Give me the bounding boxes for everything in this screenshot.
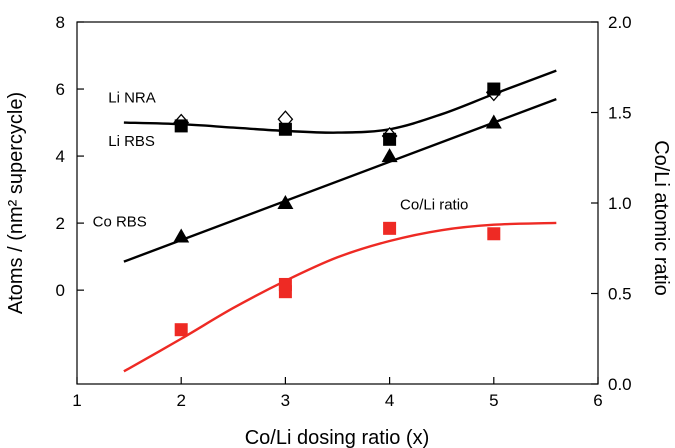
x-axis-title: Co/Li dosing ratio (x) xyxy=(245,427,430,448)
point-co-li-ratio xyxy=(383,221,397,235)
y-axis-title-left: Atoms / (nm² supercycle) xyxy=(5,92,27,314)
y-tick-label-left: 0 xyxy=(56,281,65,300)
y-tick-label-left: 2 xyxy=(56,214,65,233)
annotation-co-rbs: Co RBS xyxy=(93,213,147,230)
y-tick-label-right: 0.0 xyxy=(608,375,632,394)
x-tick-label: 3 xyxy=(281,391,290,410)
x-tick-label: 6 xyxy=(593,391,602,410)
annotation-co-li-ratio: Co/Li ratio xyxy=(400,197,468,214)
x-tick-label: 1 xyxy=(72,391,81,410)
y-tick-label-left: 4 xyxy=(56,147,65,166)
fit-line-co-li-ratio xyxy=(123,221,557,373)
x-tick-label: 2 xyxy=(176,391,185,410)
point-li-rbs xyxy=(487,82,501,96)
annotations: Li NRA Li RBS Co RBS Co/Li ratio xyxy=(93,89,469,230)
point-li-rbs xyxy=(278,122,292,136)
x-tick-label: 4 xyxy=(385,391,394,410)
ticks: 1 2 3 4 5 6 0 2 4 6 8 0.0 0.5 1.0 1.5 2.0 xyxy=(56,13,632,410)
point-co-li-ratio xyxy=(278,285,292,299)
data-markers xyxy=(173,82,502,337)
annotation-li-rbs: Li RBS xyxy=(108,133,155,150)
point-co-rbs xyxy=(485,114,502,129)
point-co-rbs xyxy=(173,228,190,243)
point-li-rbs xyxy=(383,132,397,146)
point-co-li-ratio xyxy=(487,227,501,241)
y-tick-label-right: 1.0 xyxy=(608,194,632,213)
point-co-rbs xyxy=(381,148,398,163)
y-tick-label-right: 2.0 xyxy=(608,13,632,32)
plot-frame xyxy=(76,21,599,385)
y-tick-label-left: 8 xyxy=(56,13,65,32)
y-tick-label-right: 0.5 xyxy=(608,285,632,304)
x-tick-label: 5 xyxy=(489,391,498,410)
fit-line-co-rbs xyxy=(123,97,557,263)
y-tick-label-right: 1.5 xyxy=(608,104,632,123)
fit-curves xyxy=(123,69,557,373)
point-li-rbs xyxy=(174,119,188,133)
y-tick-label-left: 6 xyxy=(56,80,65,99)
point-co-rbs xyxy=(277,195,294,209)
fit-line-li-nra xyxy=(123,69,557,134)
annotation-li-nra: Li NRA xyxy=(108,89,156,106)
y-axis-title-right: Co/Li atomic ratio xyxy=(650,140,672,296)
point-co-li-ratio xyxy=(174,323,188,337)
